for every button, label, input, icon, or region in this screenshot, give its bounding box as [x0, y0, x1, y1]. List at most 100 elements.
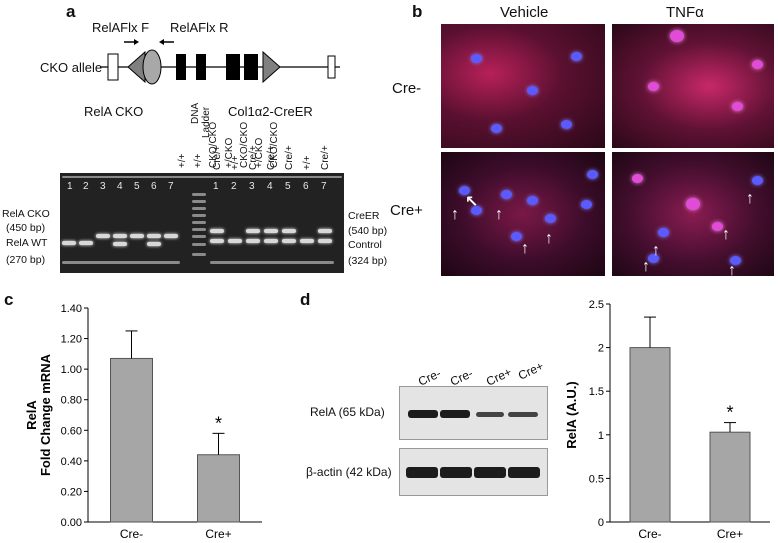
band-r5-ctrl	[282, 239, 296, 243]
y-tick-label: 0.40	[61, 456, 82, 468]
genotype-right-7: Cre/+	[320, 145, 331, 170]
y-axis-label-line1: RelA	[24, 400, 39, 430]
nucleus	[648, 82, 659, 91]
y-tick-label: 0.80	[61, 395, 82, 407]
y-tick-label: 1.00	[61, 364, 82, 376]
band-l4-cko	[113, 234, 127, 238]
nucleus	[571, 52, 582, 61]
lane-right-2: 2	[231, 181, 237, 192]
nucleus	[730, 256, 741, 265]
arrow-icon: ↑	[746, 190, 754, 207]
genotype-left-1: +/+	[177, 153, 188, 168]
chart-d-svg: 0 0.5 1 1.5 2 2.5 Cre- Cre+ * RelA (A.U.)	[564, 299, 770, 541]
nucleus	[648, 254, 659, 263]
y-tick-label: 1.20	[61, 334, 82, 346]
band-l4-wt	[113, 242, 127, 246]
gel-label-creer-bp: (540 bp)	[348, 225, 388, 237]
genotype-right-2: +/+	[230, 155, 241, 170]
panel-c-letter: c	[4, 290, 14, 309]
ladder-1	[192, 193, 206, 196]
bar	[629, 347, 671, 523]
pcr-gel: 1 2 3 4 5 6 7 1 2 3 4 5 6 7	[60, 173, 344, 273]
nucleus	[752, 60, 763, 69]
arrow-icon: ↑	[642, 258, 650, 275]
lane-right-1: 1	[213, 181, 219, 192]
nucleus	[471, 54, 482, 63]
col-vehicle-label: Vehicle	[500, 4, 549, 21]
y-tick-label: 0	[598, 517, 604, 529]
blot-band-rela-3	[476, 412, 504, 417]
nucleus	[670, 30, 684, 42]
gel-label-creer: CreER	[348, 210, 380, 222]
nucleus	[632, 174, 643, 183]
bar	[110, 357, 153, 523]
image-cre-plus-vehicle: ↑ ↖ ↑ ↑ ↑	[441, 152, 605, 276]
blot-row2-label: β-actin (42 kDa)	[306, 465, 392, 479]
row-cre-minus-label: Cre-	[392, 80, 422, 97]
band-r4-creer	[264, 229, 278, 233]
band-l1-wt	[62, 241, 76, 245]
band-r6-ctrl	[300, 239, 314, 243]
lane-left-7: 7	[168, 181, 174, 192]
blot-band-actin-4	[508, 467, 540, 478]
nucleus	[471, 206, 482, 215]
blot-rela	[399, 386, 548, 440]
nucleus	[527, 196, 538, 205]
y-tick-label: 0.60	[61, 425, 82, 437]
genotype-right-1b: Cre/+	[212, 145, 223, 170]
x-tick-label: Cre+	[717, 527, 743, 541]
genotype-right-6: +/+	[302, 155, 313, 170]
band-l6-wt	[147, 242, 161, 246]
bar	[197, 454, 240, 523]
band-l5-cko	[130, 234, 144, 238]
band-r1-ctrl	[210, 239, 224, 243]
allele-label: CKO allele	[40, 60, 103, 75]
lane-left-3: 3	[100, 181, 106, 192]
genotype-left-2: +/+	[193, 153, 204, 168]
x-tick-label: Cre-	[120, 527, 143, 541]
ladder-7	[192, 235, 206, 238]
y-axis-label: RelA (A.U.)	[564, 381, 579, 448]
band-r1-creer	[210, 229, 224, 233]
arrow-icon: ↑	[652, 242, 660, 259]
arrow-icon: ↑	[728, 262, 736, 276]
y-tick-label: 2	[598, 343, 604, 355]
band-r3-creer	[246, 229, 260, 233]
nucleus	[686, 198, 700, 210]
arrow-icon: ↑	[495, 206, 503, 223]
gel-label-control-bp: (324 bp)	[348, 255, 388, 267]
image-cre-plus-tnf: ↑ ↑ ↑ ↑ ↑	[612, 152, 774, 276]
arrow-icon: ↖	[465, 194, 479, 211]
band-l7-cko	[164, 234, 178, 238]
nucleus	[712, 222, 723, 231]
nucleus	[545, 214, 556, 223]
x-tick-label: Cre-	[638, 527, 661, 541]
lane-right-7: 7	[321, 181, 327, 192]
arrow-icon: ↑	[521, 240, 529, 257]
primer-f-label: RelAFlx F	[92, 20, 150, 35]
group-left-label: RelA CKO	[84, 104, 144, 119]
band-r5-creer	[282, 229, 296, 233]
y-axis-label-line2: Fold Change mRNA	[38, 353, 53, 476]
nucleus	[511, 232, 522, 241]
genotype-right-3: Cre/+	[248, 145, 259, 170]
chart-c-svg: 0.00 0.20 0.40 0.60 0.80 1.00 1.20 1.40 Cre- Cre+…	[24, 303, 262, 541]
lane-left-5: 5	[134, 181, 140, 192]
band-r7-ctrl	[318, 239, 332, 243]
lane-right-5: 5	[285, 181, 291, 192]
gel-wells	[62, 176, 342, 178]
image-cre-minus-vehicle	[441, 24, 605, 148]
ladder-6	[192, 228, 206, 231]
genotype-right-4: Cre/+	[266, 145, 277, 170]
x-tick-label: Cre+	[205, 527, 231, 541]
arrow-icon: ↑	[722, 226, 730, 243]
ladder-label-1: DNA	[190, 102, 201, 124]
lane-right-3: 3	[249, 181, 255, 192]
band-l2-wt	[79, 241, 93, 245]
blot-band-rela-1	[408, 410, 438, 418]
nucleus	[491, 124, 502, 133]
gel-label-cko-bp: (450 bp)	[6, 222, 46, 234]
col-tnf-label: TNFα	[666, 4, 704, 21]
row-cre-plus-label: Cre+	[390, 202, 423, 219]
band-l6-cko	[147, 234, 161, 238]
